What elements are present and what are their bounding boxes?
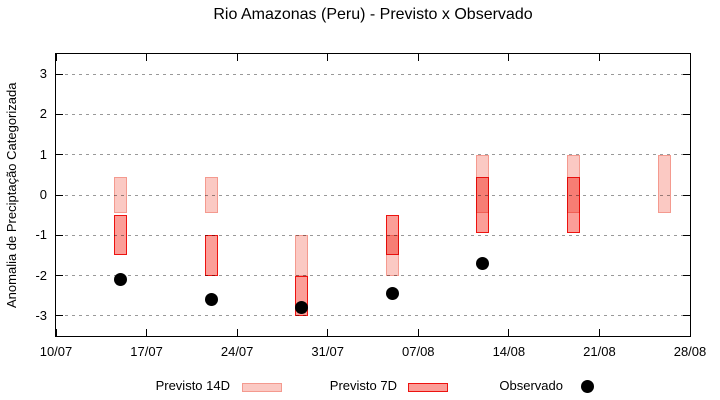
gridline bbox=[58, 275, 688, 277]
previsto-7d-bar bbox=[476, 176, 490, 234]
observado-dot bbox=[385, 287, 399, 301]
y-tick-mark-right bbox=[683, 315, 690, 317]
legend-label-observado: Observado bbox=[499, 378, 563, 393]
chart-title: Rio Amazonas (Peru) - Previsto x Observa… bbox=[213, 6, 533, 23]
x-tick-mark-bottom bbox=[236, 329, 238, 336]
x-tick-mark-bottom bbox=[508, 329, 510, 336]
y-tick-mark-left bbox=[56, 194, 63, 196]
x-tick-label: 14/08 bbox=[492, 344, 526, 359]
y-tick-label: 0 bbox=[39, 187, 47, 202]
x-tick-mark-top bbox=[417, 54, 419, 61]
x-tick-mark-bottom bbox=[146, 329, 148, 336]
y-tick-label: -3 bbox=[35, 307, 47, 323]
y-tick-label: 3 bbox=[39, 66, 47, 82]
observado-legend-dot bbox=[581, 380, 594, 393]
legend: Previsto 14D Previsto 7D Observado bbox=[0, 377, 720, 397]
gridline bbox=[58, 73, 688, 75]
gridline bbox=[58, 234, 688, 236]
y-tick-mark-right bbox=[683, 154, 690, 156]
observado-dot bbox=[295, 301, 309, 315]
y-tick-mark-left bbox=[56, 73, 63, 75]
x-tick-mark-top bbox=[56, 54, 57, 61]
previsto-7d-swatch bbox=[408, 383, 448, 392]
y-tick-mark-right bbox=[683, 275, 690, 277]
x-tick-mark-top bbox=[598, 54, 600, 61]
previsto-7d-bar bbox=[114, 215, 128, 256]
y-tick-mark-left bbox=[56, 154, 63, 156]
x-tick-mark-bottom bbox=[598, 329, 600, 336]
x-tick-mark-bottom bbox=[417, 329, 419, 336]
x-tick-mark-top bbox=[146, 54, 148, 61]
x-tick-mark-bottom bbox=[327, 329, 329, 336]
observado-dot bbox=[204, 293, 218, 307]
y-tick-mark-right bbox=[683, 234, 690, 236]
x-tick-mark-top bbox=[236, 54, 238, 61]
x-tick-mark-bottom bbox=[689, 329, 690, 336]
previsto-7d-bar bbox=[567, 176, 581, 234]
x-tick-mark-top bbox=[689, 54, 690, 61]
y-tick-label: 2 bbox=[39, 106, 47, 122]
y-tick-mark-right bbox=[683, 113, 690, 115]
observado-dot bbox=[114, 273, 128, 287]
previsto-7d-bar bbox=[204, 235, 218, 276]
y-tick-label: 1 bbox=[39, 146, 47, 162]
x-tick-label: 31/07 bbox=[311, 344, 344, 359]
legend-label-previsto-7d: Previsto 7D bbox=[329, 378, 397, 393]
previsto-14d-bar bbox=[114, 176, 128, 214]
y-tick-label: -2 bbox=[35, 267, 47, 283]
x-tick-label: 24/07 bbox=[220, 344, 254, 359]
y-tick-label: -1 bbox=[35, 227, 47, 243]
previsto-14d-bar bbox=[657, 154, 671, 214]
y-tick-mark-left bbox=[56, 234, 63, 236]
previsto-7d-bar bbox=[385, 215, 399, 256]
previsto-14d-bar bbox=[204, 176, 218, 214]
previsto-14d-bar bbox=[295, 235, 309, 276]
y-tick-mark-right bbox=[683, 73, 690, 75]
x-tick-mark-bottom bbox=[56, 329, 57, 336]
y-tick-mark-left bbox=[56, 315, 63, 317]
previsto-14d-swatch bbox=[242, 383, 282, 392]
y-tick-mark-left bbox=[56, 275, 63, 277]
x-tick-label: 17/07 bbox=[130, 344, 163, 359]
observado-dot bbox=[476, 256, 490, 270]
x-tick-label: 10/07 bbox=[39, 344, 73, 359]
gridline bbox=[58, 315, 688, 317]
x-tick-label: 28/08 bbox=[673, 344, 707, 359]
gridline bbox=[58, 113, 688, 115]
y-tick-mark-left bbox=[56, 113, 63, 115]
x-tick-mark-top bbox=[327, 54, 329, 61]
gridline bbox=[58, 154, 688, 156]
legend-label-previsto-14d: Previsto 14D bbox=[155, 378, 230, 393]
plot-area bbox=[55, 53, 691, 337]
x-tick-label: 21/08 bbox=[583, 344, 616, 359]
y-tick-mark-right bbox=[683, 194, 690, 196]
x-tick-mark-top bbox=[508, 54, 510, 61]
gridline bbox=[58, 194, 688, 196]
x-tick-label: 07/08 bbox=[402, 344, 435, 359]
